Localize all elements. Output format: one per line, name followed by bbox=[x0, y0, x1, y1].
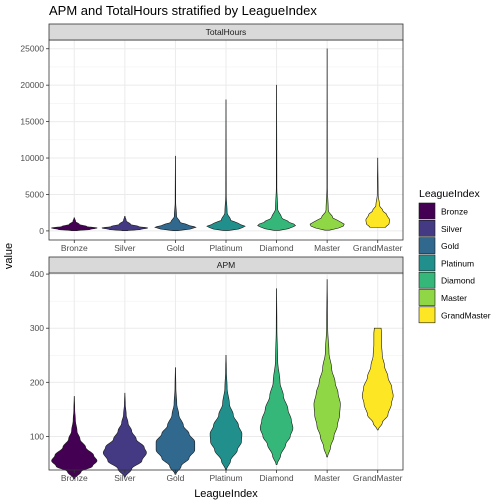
legend-item: Bronze bbox=[418, 202, 468, 220]
facet-panels: TotalHours 0 5000 10000 15000 20000 25000 Bronz… bbox=[20, 23, 404, 483]
violin-platinum bbox=[206, 99, 246, 231]
y-tick-label: 200 bbox=[30, 377, 44, 387]
x-tick-label: Silver bbox=[114, 243, 135, 253]
y-tick-label: 20000 bbox=[20, 80, 44, 90]
legend-label: Silver bbox=[441, 224, 462, 234]
legend-item: Gold bbox=[418, 237, 459, 254]
x-tick-label: Master bbox=[314, 473, 340, 483]
legend-title: LeagueIndex bbox=[419, 188, 480, 200]
violin-grandmaster bbox=[361, 327, 394, 431]
legend-key-bronze bbox=[418, 202, 436, 220]
y-tick-label: 25000 bbox=[20, 44, 44, 54]
facet-panel: APM 100 200 300 400 Bronze Silver Gold Platinum D… bbox=[30, 256, 404, 483]
x-tick-label: Bronze bbox=[61, 473, 88, 483]
chart-title: APM and TotalHours stratified by LeagueI… bbox=[49, 3, 317, 18]
violin-bronze bbox=[51, 396, 98, 479]
legend-key-diamond bbox=[418, 271, 436, 289]
legend-key-platinum bbox=[418, 254, 436, 272]
violin-platinum bbox=[209, 354, 243, 471]
x-tick-label: GrandMaster bbox=[353, 473, 403, 483]
violin-silver bbox=[102, 392, 147, 478]
y-tick-label: 400 bbox=[30, 269, 44, 279]
x-tick-label: Platinum bbox=[209, 473, 242, 483]
y-tick-label: 10000 bbox=[20, 153, 44, 163]
violin-master bbox=[313, 279, 341, 458]
legend-item: Silver bbox=[418, 220, 462, 237]
x-tick-label: Platinum bbox=[209, 243, 242, 253]
y-axis-title: value bbox=[3, 243, 15, 269]
x-tick-label: GrandMaster bbox=[353, 243, 403, 253]
facet-strip bbox=[48, 256, 404, 274]
y-tick-label: 15000 bbox=[20, 117, 44, 127]
legend-item: Master bbox=[418, 289, 467, 306]
facet-strip-label: APM bbox=[217, 260, 235, 270]
x-axis-title: LeagueIndex bbox=[194, 488, 258, 500]
x-tick-label: Diamond bbox=[260, 473, 294, 483]
violin-diamond bbox=[259, 288, 294, 465]
legend-label: Bronze bbox=[441, 207, 468, 217]
legend-item: Diamond bbox=[418, 271, 475, 289]
x-tick-label: Gold bbox=[166, 243, 184, 253]
legend-key-grandmaster bbox=[418, 306, 436, 324]
violin-master bbox=[309, 48, 345, 231]
legend-key-silver bbox=[418, 220, 436, 237]
y-tick-label: 300 bbox=[30, 323, 44, 333]
facet-strip-label: TotalHours bbox=[206, 27, 247, 37]
legend-label: Platinum bbox=[441, 258, 474, 268]
legend-key-gold bbox=[418, 237, 436, 254]
legend-item: GrandMaster bbox=[418, 306, 491, 324]
violin-grandmaster bbox=[365, 157, 390, 228]
y-tick-label: 5000 bbox=[25, 189, 44, 199]
x-tick-label: Master bbox=[314, 243, 340, 253]
legend-label: GrandMaster bbox=[441, 310, 491, 320]
legend-items: Bronze Silver Gold Platinum Diamond Master Gra… bbox=[418, 202, 491, 324]
x-tick-label: Silver bbox=[114, 473, 135, 483]
legend-label: Master bbox=[441, 293, 467, 303]
x-tick-label: Gold bbox=[166, 473, 184, 483]
violin-gold bbox=[155, 367, 196, 475]
y-tick-label: 100 bbox=[30, 431, 44, 441]
violin-bronze bbox=[51, 217, 98, 231]
legend-key-master bbox=[418, 289, 436, 306]
x-tick-label: Bronze bbox=[61, 243, 88, 253]
legend-label: Diamond bbox=[441, 276, 475, 286]
y-tick-label: 0 bbox=[39, 226, 44, 236]
violin-gold bbox=[154, 155, 197, 231]
facet-panel: TotalHours 0 5000 10000 15000 20000 25000 Bronz… bbox=[20, 23, 404, 253]
legend-label: Gold bbox=[441, 241, 459, 251]
legend-item: Platinum bbox=[418, 254, 474, 272]
facet-strip bbox=[48, 23, 404, 41]
violin-silver bbox=[101, 216, 149, 231]
violin-diamond bbox=[257, 84, 297, 231]
x-tick-label: Diamond bbox=[260, 243, 294, 253]
legend: LeagueIndex Bronze Silver Gold Platinum Diam… bbox=[418, 188, 491, 324]
